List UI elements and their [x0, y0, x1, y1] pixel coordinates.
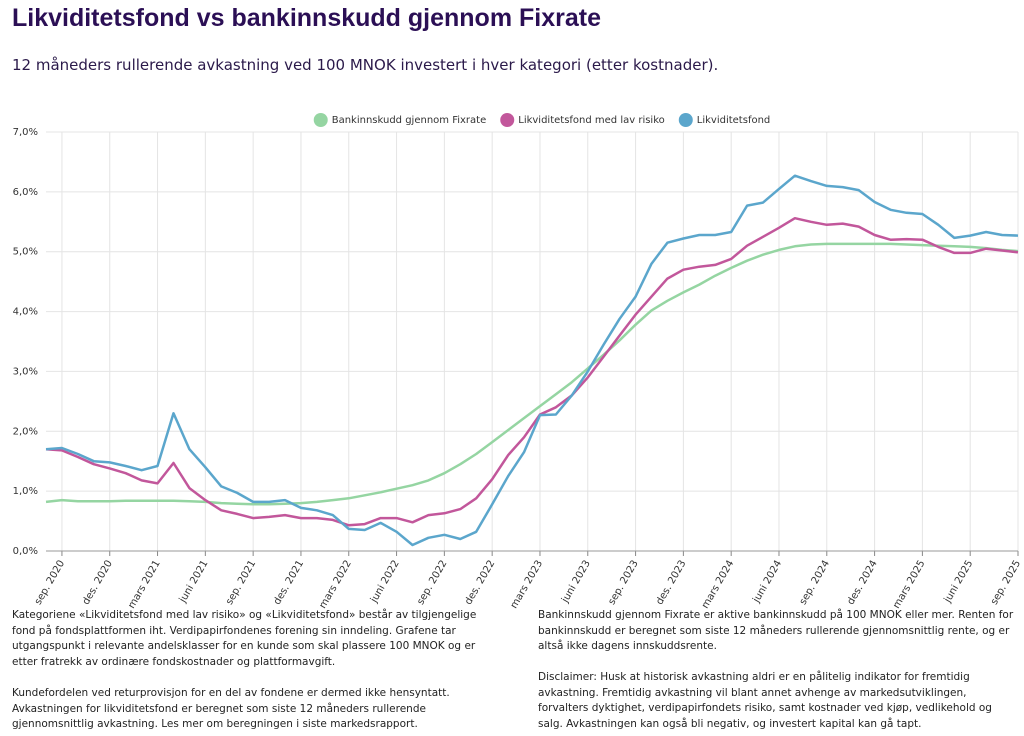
x-tick-label: juni 2025: [942, 559, 975, 606]
x-tick-label: des. 2021: [272, 559, 306, 607]
chart-title: Likviditetsfond vs bankinnskudd gjennom …: [12, 4, 601, 32]
line: [45, 216, 1019, 527]
x-tick-label: sep. 2025: [989, 559, 1023, 607]
x-tick-label: mars 2023: [509, 559, 545, 611]
x-tick-label: des. 2024: [845, 559, 879, 607]
x-tick-label: mars 2022: [318, 559, 354, 611]
y-tick-label: 7,0%: [13, 127, 38, 138]
x-tick-label: des. 2022: [463, 559, 497, 607]
y-tick-label: 1,0%: [13, 486, 38, 497]
x-tick-label: juni 2024: [751, 559, 784, 606]
x-tick-label: mars 2021: [126, 559, 162, 611]
note: Kundefordelen ved returprovisjon for en …: [12, 687, 450, 730]
note: Disclaimer: Husk at historisk avkastning…: [538, 671, 992, 730]
x-tick-label: juni 2022: [368, 559, 401, 606]
line: [45, 174, 1019, 547]
x-tick-label: sep. 2021: [224, 559, 258, 607]
legend: Bankinnskudd gjennom Fixrate Likviditetsf…: [313, 113, 771, 127]
legend-marker: [678, 113, 693, 127]
y-tick-label: 4,0%: [13, 307, 38, 318]
x-tick-label: sep. 2020: [33, 559, 67, 607]
note: Bankinnskudd gjennom Fixrate er aktive b…: [538, 609, 1014, 652]
x-tick-label: juni 2023: [560, 559, 593, 606]
note: Kategoriene «Likviditetsfond med lav ris…: [12, 609, 477, 668]
y-tick-label: 3,0%: [13, 366, 38, 377]
chart: 0,0% 1,0% 2,0% 3,0% 4,0% 5,0% 6,0% 7,0% sep. 202…: [13, 113, 1023, 611]
legend-label: Likviditetsfond: [697, 115, 771, 126]
y-tick-label: 2,0%: [13, 426, 38, 437]
x-tick-label: des. 2023: [654, 559, 688, 607]
x-tick-label: sep. 2023: [606, 559, 640, 607]
legend-marker: [313, 113, 328, 127]
x-tick-label: mars 2024: [700, 559, 736, 611]
x-tick-label: mars 2025: [891, 559, 927, 611]
y-tick-label: 6,0%: [13, 187, 38, 198]
line: [45, 242, 1019, 506]
legend-label: Bankinnskudd gjennom Fixrate: [332, 115, 487, 126]
x-tick-label: sep. 2024: [798, 559, 832, 607]
x-tick-label: sep. 2022: [415, 559, 449, 607]
x-tick-label: juni 2021: [177, 559, 210, 606]
x-tick-label: des. 2020: [81, 559, 115, 607]
legend-marker: [500, 113, 515, 127]
chart-subtitle: 12 måneders rullerende avkastning ved 10…: [12, 56, 719, 74]
y-tick-label: 0,0%: [13, 546, 38, 557]
legend-label: Likviditetsfond med lav risiko: [518, 115, 665, 126]
y-tick-label: 5,0%: [13, 247, 38, 258]
